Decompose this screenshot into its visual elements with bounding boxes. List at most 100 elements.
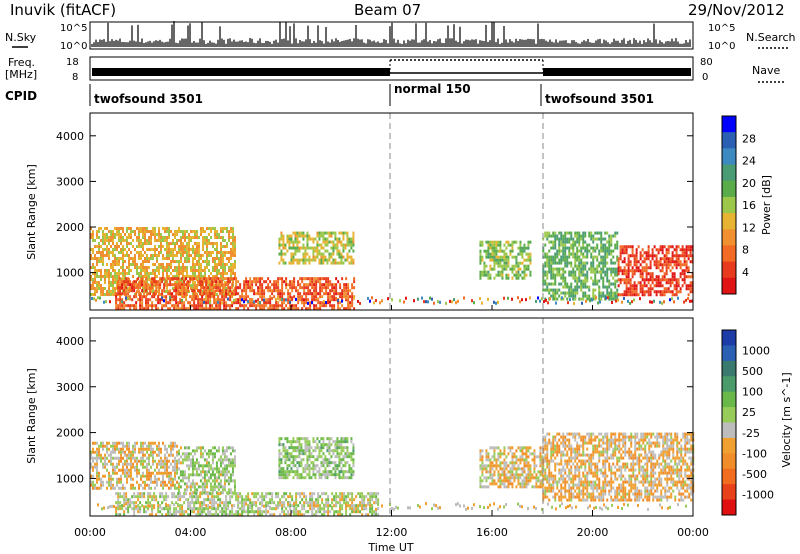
heatmap-cell bbox=[590, 270, 593, 274]
heatmap-cell bbox=[223, 298, 226, 302]
heatmap-cell bbox=[651, 272, 654, 276]
heatmap-cell bbox=[580, 261, 583, 265]
heatmap-cell bbox=[199, 470, 202, 474]
heatmap-cell bbox=[146, 465, 148, 469]
heatmap-cell bbox=[645, 254, 648, 258]
heatmap-cell bbox=[324, 461, 327, 465]
heatmap-cell bbox=[220, 275, 222, 279]
heatmap-cell bbox=[328, 231, 331, 235]
heatmap-cell bbox=[115, 295, 118, 299]
heatmap-cell bbox=[288, 240, 291, 244]
heatmap-cell bbox=[178, 230, 180, 234]
heatmap-cell bbox=[152, 480, 154, 484]
heatmap-cell bbox=[519, 249, 522, 253]
heatmap-cell bbox=[582, 240, 585, 244]
heatmap-cell bbox=[222, 230, 224, 234]
heatmap-cell bbox=[304, 446, 307, 450]
heatmap-cell bbox=[318, 234, 321, 238]
heatmap-cell bbox=[286, 249, 289, 253]
heatmap-cell bbox=[281, 289, 284, 293]
heatmap-cell bbox=[586, 249, 589, 253]
heatmap-cell bbox=[117, 298, 120, 302]
heatmap-cell bbox=[602, 285, 605, 289]
heatmap-cell bbox=[546, 261, 549, 265]
heatmap-cell bbox=[182, 269, 184, 273]
heatmap-cell bbox=[170, 248, 172, 252]
heatmap-cell bbox=[302, 243, 305, 247]
heatmap-cell bbox=[168, 230, 170, 234]
heatmap-cell bbox=[562, 276, 565, 280]
heatmap-cell bbox=[679, 275, 682, 279]
heatmap-cell bbox=[667, 266, 670, 270]
heatmap-cell bbox=[570, 294, 573, 298]
heatmap-cell bbox=[96, 447, 98, 451]
heatmap-cell bbox=[170, 272, 172, 276]
heatmap-cell bbox=[146, 227, 148, 231]
heatmap-cell bbox=[345, 298, 348, 302]
heatmap-cell bbox=[297, 307, 300, 311]
heatmap-cell bbox=[92, 447, 94, 451]
heatmap-cell bbox=[607, 296, 609, 300]
heatmap-cell bbox=[627, 257, 630, 261]
heatmap-cell bbox=[158, 227, 160, 231]
heatmap-cell bbox=[598, 291, 601, 295]
heatmap-cell bbox=[491, 243, 494, 247]
heatmap-cell bbox=[217, 467, 220, 471]
heatmap-cell bbox=[610, 297, 613, 301]
heatmap-cell bbox=[336, 443, 339, 447]
heatmap-cell bbox=[194, 263, 196, 267]
heatmap-cell bbox=[220, 227, 222, 231]
heatmap-cell bbox=[324, 255, 327, 259]
heatmap-cell bbox=[349, 295, 352, 299]
heatmap-cell bbox=[311, 286, 314, 290]
heatmap-cell bbox=[245, 277, 248, 281]
heatmap-cell bbox=[96, 230, 98, 234]
heatmap-cell bbox=[216, 233, 218, 237]
heatmap-cell bbox=[98, 236, 100, 240]
heatmap-cell bbox=[598, 237, 601, 241]
heatmap-cell bbox=[207, 470, 210, 474]
heatmap-cell bbox=[212, 245, 214, 249]
heatmap-cell bbox=[217, 289, 220, 293]
heatmap-cell bbox=[155, 298, 158, 302]
heatmap-cell bbox=[345, 296, 347, 300]
heatmap-cell bbox=[298, 464, 301, 468]
heatmap-cell bbox=[357, 299, 359, 303]
heatmap-cell bbox=[308, 470, 311, 474]
heatmap-cell bbox=[102, 290, 104, 294]
heatmap-cell bbox=[515, 270, 518, 274]
heatmap-cell bbox=[160, 293, 162, 297]
heatmap-cell bbox=[110, 462, 112, 466]
heatmap-cell bbox=[202, 230, 204, 234]
heatmap-cell bbox=[213, 479, 216, 483]
heatmap-cell bbox=[269, 307, 272, 311]
heatmap-cell bbox=[141, 277, 144, 281]
heatmap-cell bbox=[318, 449, 321, 453]
heatmap-cell bbox=[98, 227, 100, 231]
heatmap-cell bbox=[542, 270, 545, 274]
heatmap-cell bbox=[243, 283, 246, 287]
heatmap-cell bbox=[126, 477, 128, 481]
heatmap-cell bbox=[183, 476, 186, 480]
heatmap-cell bbox=[148, 471, 150, 475]
heatmap-cell bbox=[568, 252, 571, 256]
heatmap-cell bbox=[318, 249, 321, 253]
heatmap-cell bbox=[142, 245, 144, 249]
heatmap-cell bbox=[215, 301, 218, 305]
heatmap-cell bbox=[330, 234, 333, 238]
heatmap-cell bbox=[218, 236, 220, 240]
heatmap-cell bbox=[100, 239, 102, 243]
heatmap-cell bbox=[653, 299, 655, 303]
heatmap-cell bbox=[681, 284, 684, 288]
heatmap-cell bbox=[90, 254, 92, 258]
heatmap-cell bbox=[140, 242, 142, 246]
heatmap-cell bbox=[227, 446, 230, 450]
heatmap-cell bbox=[120, 233, 122, 237]
heatmap-cell bbox=[675, 266, 678, 270]
heatmap-cell bbox=[121, 307, 124, 311]
heatmap-cell bbox=[190, 269, 192, 273]
heatmap-cell bbox=[292, 449, 295, 453]
heatmap-cell bbox=[346, 231, 349, 235]
heatmap-cell bbox=[222, 275, 224, 279]
heatmap-cell bbox=[213, 292, 216, 296]
